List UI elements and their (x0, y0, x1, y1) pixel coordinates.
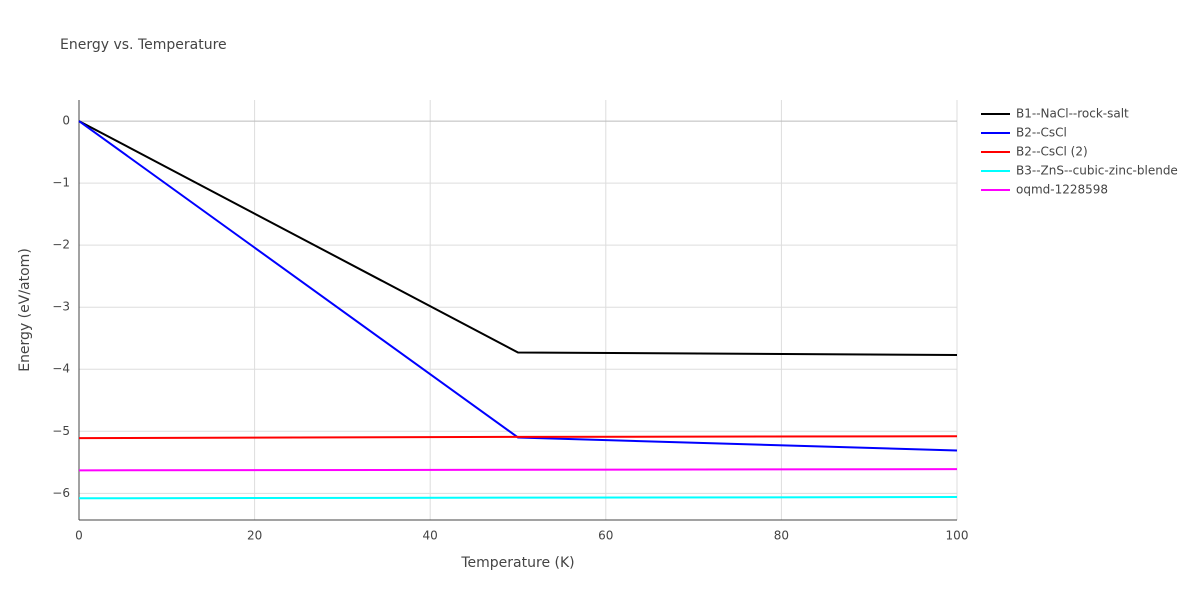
legend-label: B1--NaCl--rock-salt (1016, 107, 1129, 121)
legend-label: B3--ZnS--cubic-zinc-blende (1016, 164, 1178, 178)
series-line (78, 435, 958, 440)
legend-label: B2--CsCl (1016, 126, 1067, 140)
legend-label: oqmd-1228598 (1016, 183, 1108, 197)
y-tick-label: −3 (52, 300, 70, 314)
y-tick-label: −6 (52, 486, 70, 500)
series-line (78, 120, 958, 356)
x-axis-title: Temperature (K) (460, 555, 574, 571)
y-tick-label: −4 (52, 362, 70, 376)
y-axis-title: Energy (eV/atom) (17, 248, 33, 372)
x-tick-label: 20 (247, 529, 262, 543)
x-tick-label: 40 (423, 529, 438, 543)
legend-label: B2--CsCl (2) (1016, 145, 1088, 159)
y-tick-label: −1 (52, 176, 70, 190)
y-tick-label: −5 (52, 424, 70, 438)
x-tick-label: 0 (75, 529, 83, 543)
x-tick-label: 80 (774, 529, 789, 543)
x-tick-label: 60 (598, 529, 613, 543)
series-line (78, 468, 958, 472)
series-line (78, 496, 958, 500)
chart-title: Energy vs. Temperature (60, 37, 227, 53)
y-tick-label: 0 (62, 114, 70, 128)
series-line (78, 120, 958, 452)
x-tick-label: 100 (946, 529, 969, 543)
y-tick-label: −2 (52, 238, 70, 252)
